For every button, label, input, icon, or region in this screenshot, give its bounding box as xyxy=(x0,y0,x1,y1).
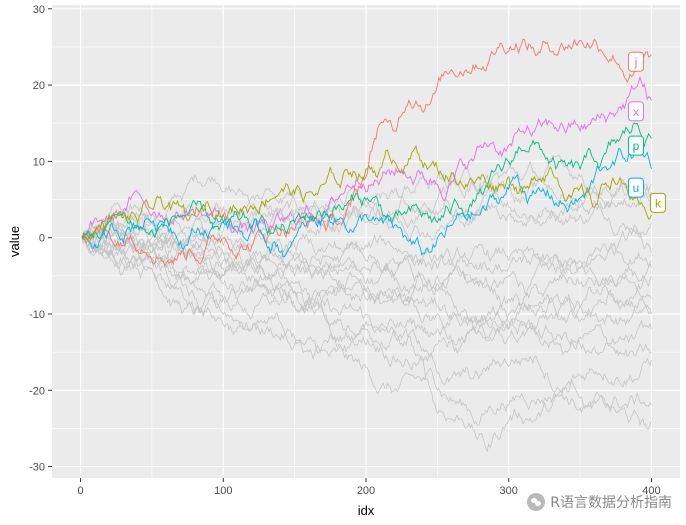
series-label-box xyxy=(627,135,644,156)
series-label-box xyxy=(627,177,644,198)
series-label-p: p xyxy=(627,135,644,156)
background-series-line-3 xyxy=(81,237,652,330)
wechat-icon xyxy=(527,493,546,511)
series-label-group: j x p u k xyxy=(627,51,666,213)
y-axis-title: value xyxy=(7,226,22,257)
series-label-j: j xyxy=(627,51,644,72)
y-tick-label: 20 xyxy=(33,80,45,92)
y-tick-label: 10 xyxy=(33,156,45,168)
y-tick-label: -10 xyxy=(29,309,45,321)
x-tick-label: 300 xyxy=(500,485,518,497)
background-series-line-1 xyxy=(81,224,652,297)
axis-group: 0 100 200 300 400 -30 -20 -10 0 10 20 30 xyxy=(29,4,661,497)
background-series-line-8 xyxy=(81,234,652,414)
background-series-line-9 xyxy=(81,229,652,359)
background-series-line-4 xyxy=(81,222,652,430)
series-label-text: p xyxy=(633,139,640,153)
watermark-text: R语言数据分析指南 xyxy=(550,495,672,511)
x-tick-label: 200 xyxy=(357,485,375,497)
y-tick-label: 0 xyxy=(39,233,45,245)
background-series-line-10 xyxy=(81,154,652,239)
background-series-group xyxy=(81,154,652,453)
series-line-x xyxy=(81,76,652,241)
series-label-k: k xyxy=(649,192,666,213)
series-label-text: j xyxy=(634,55,638,69)
series-label-text: u xyxy=(633,181,640,195)
series-label-text: x xyxy=(633,105,639,119)
background-series-line-12 xyxy=(81,231,652,356)
series-label-box xyxy=(649,192,666,213)
series-line-j xyxy=(81,38,652,267)
series-label-box xyxy=(627,51,644,72)
x-tick-label: 0 xyxy=(77,485,83,497)
x-tick-label: 100 xyxy=(214,485,232,497)
x-axis-title: idx xyxy=(358,503,375,518)
background-series-line-14 xyxy=(82,228,652,327)
watermark: R语言数据分析指南 xyxy=(527,492,672,512)
y-tick-label: 30 xyxy=(33,4,45,16)
y-tick-label: -30 xyxy=(29,462,45,474)
x-tick-label: 400 xyxy=(642,485,660,497)
background-series-line-2 xyxy=(81,173,652,243)
series-line-u xyxy=(81,147,652,258)
background-series-line-15 xyxy=(81,172,652,241)
y-tick-label: -20 xyxy=(29,385,45,397)
highlighted-series-group xyxy=(81,38,652,267)
background-series-line-13 xyxy=(81,217,652,291)
background-series-line-6 xyxy=(81,202,652,308)
series-line-p xyxy=(81,122,652,239)
series-label-box xyxy=(627,101,644,122)
series-label-x: x xyxy=(627,101,644,122)
series-line-k xyxy=(81,144,652,242)
background-series-line-16 xyxy=(81,233,652,355)
series-label-text: k xyxy=(655,196,662,210)
series-label-u: u xyxy=(627,177,644,198)
